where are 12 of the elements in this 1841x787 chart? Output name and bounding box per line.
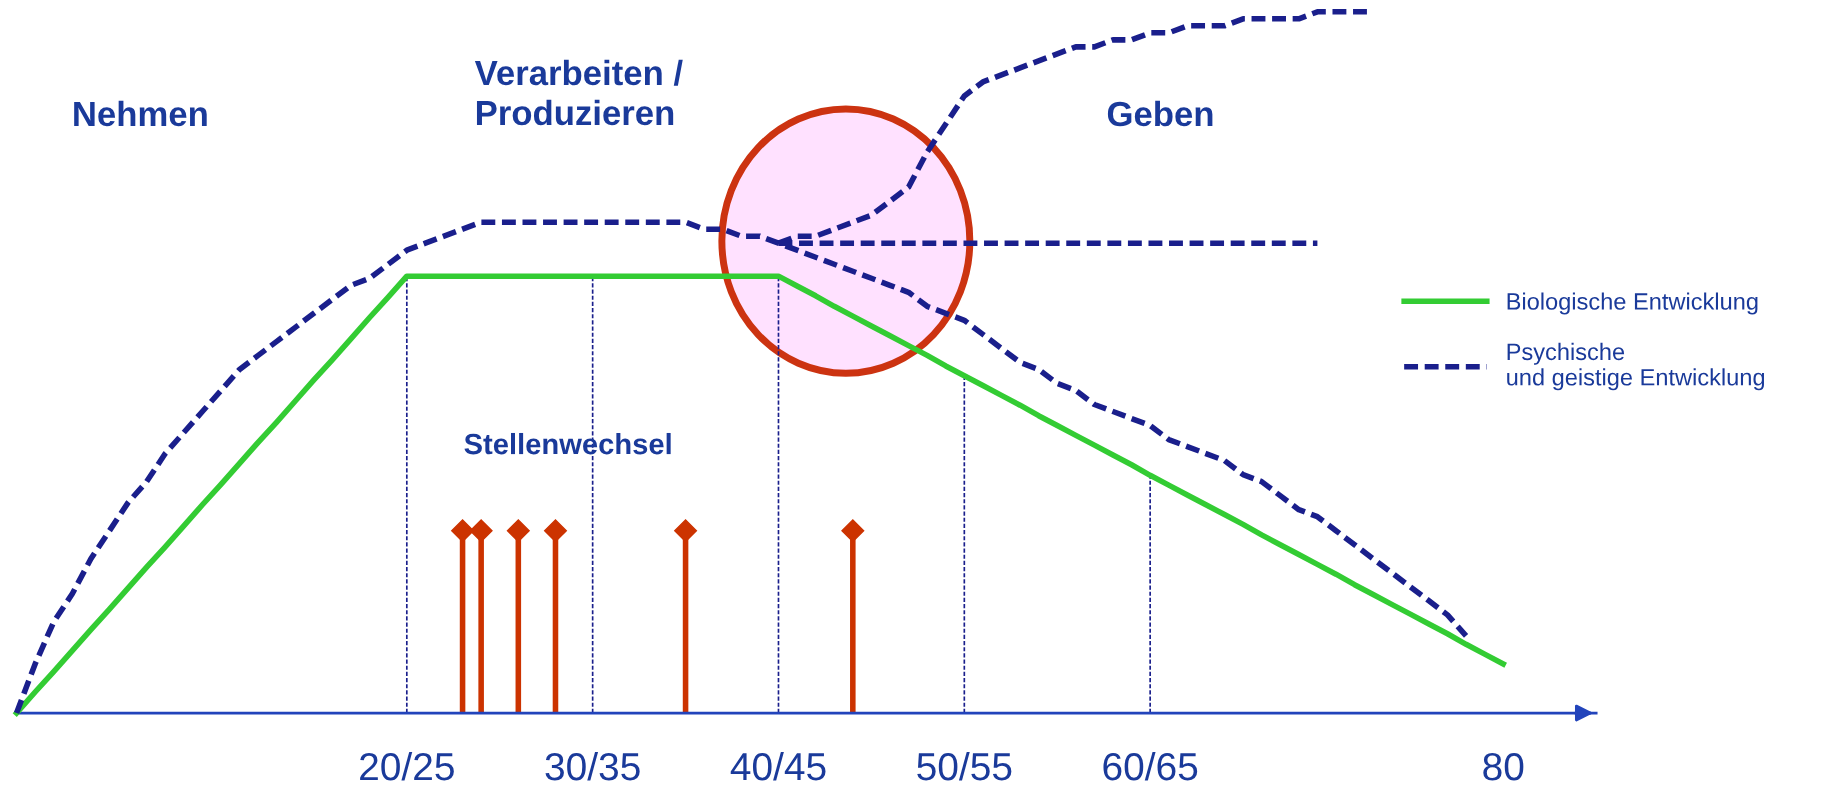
- x-tick-label: 60/65: [1103, 751, 1198, 781]
- annotation: Nehmen: [74, 100, 207, 127]
- annotation: Verarbeiten / Produzieren: [474, 59, 683, 126]
- legend-label: Biologische Entwicklung: [1507, 292, 1758, 315]
- x-tick-label: 40/45: [730, 751, 826, 781]
- annotation: Geben: [1107, 100, 1213, 127]
- legend-label: Psychische und geistige Entwicklung: [1507, 342, 1765, 391]
- annotation: Stellenwechsel: [464, 432, 671, 455]
- x-tick-label: 50/55: [917, 751, 1012, 781]
- x-tick-label: 20/25: [360, 751, 454, 781]
- x-tick-label: 30/35: [545, 751, 640, 781]
- x-tick-label: 80: [1483, 752, 1524, 781]
